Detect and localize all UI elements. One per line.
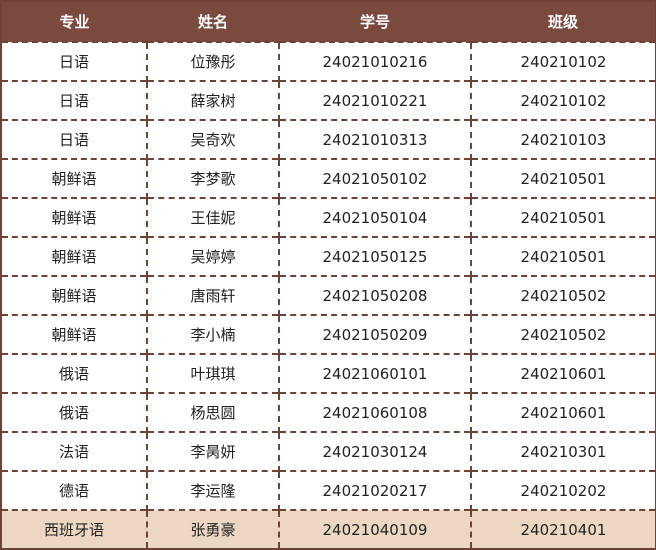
cell-name: 张勇豪 <box>146 509 279 549</box>
table-row: 朝鲜语 王佳妮 24021050104 240210501 <box>1 197 656 237</box>
cell-name: 杨思圆 <box>146 392 279 432</box>
table-row: 日语 吴奇欢 24021010313 240210103 <box>1 119 656 159</box>
cell-class: 240210501 <box>470 158 656 198</box>
cell-class: 240210601 <box>470 353 656 393</box>
cell-class: 240210601 <box>470 392 656 432</box>
cell-name: 王佳妮 <box>146 197 279 237</box>
cell-name: 位豫彤 <box>146 41 279 81</box>
cell-major: 朝鲜语 <box>1 275 147 315</box>
cell-student-id: 24021060101 <box>278 353 471 393</box>
table-row: 俄语 杨思圆 24021060108 240210601 <box>1 392 656 432</box>
cell-name: 李小楠 <box>146 314 279 354</box>
cell-major: 朝鲜语 <box>1 314 147 354</box>
cell-student-id: 24021040109 <box>278 509 471 549</box>
cell-name: 李运隆 <box>146 470 279 510</box>
cell-class: 240210102 <box>470 41 656 81</box>
cell-major: 朝鲜语 <box>1 158 147 198</box>
cell-class: 240210501 <box>470 236 656 276</box>
table-row: 德语 李运隆 24021020217 240210202 <box>1 470 656 510</box>
cell-class: 240210502 <box>470 275 656 315</box>
cell-name: 李梦歌 <box>146 158 279 198</box>
cell-name: 叶琪琪 <box>146 353 279 393</box>
cell-class: 240210202 <box>470 470 656 510</box>
table-row: 俄语 叶琪琪 24021060101 240210601 <box>1 353 656 393</box>
cell-student-id: 24021050209 <box>278 314 471 354</box>
cell-major: 俄语 <box>1 353 147 393</box>
table-row: 朝鲜语 李梦歌 24021050102 240210501 <box>1 158 656 198</box>
cell-major: 俄语 <box>1 392 147 432</box>
cell-student-id: 24021060108 <box>278 392 471 432</box>
cell-class: 240210502 <box>470 314 656 354</box>
cell-student-id: 24021050208 <box>278 275 471 315</box>
cell-class: 240210103 <box>470 119 656 159</box>
cell-student-id: 24021010216 <box>278 41 471 81</box>
cell-student-id: 24021010313 <box>278 119 471 159</box>
header-student-id: 学号 <box>279 1 471 42</box>
cell-major: 日语 <box>1 119 147 159</box>
cell-class: 240210102 <box>470 80 656 120</box>
table-row: 朝鲜语 李小楠 24021050209 240210502 <box>1 314 656 354</box>
cell-class: 240210401 <box>470 509 656 549</box>
header-row: 专业 姓名 学号 班级 <box>1 1 656 42</box>
table-row: 朝鲜语 吴婷婷 24021050125 240210501 <box>1 236 656 276</box>
cell-name: 唐雨轩 <box>146 275 279 315</box>
cell-student-id: 24021010221 <box>278 80 471 120</box>
cell-class: 240210501 <box>470 197 656 237</box>
cell-major: 法语 <box>1 431 147 471</box>
cell-student-id: 24021020217 <box>278 470 471 510</box>
header-class: 班级 <box>471 1 656 42</box>
header-major: 专业 <box>1 1 147 42</box>
table-row: 法语 李昺妍 24021030124 240210301 <box>1 431 656 471</box>
cell-name: 李昺妍 <box>146 431 279 471</box>
cell-name: 吴婷婷 <box>146 236 279 276</box>
header-name: 姓名 <box>147 1 279 42</box>
table-row: 日语 薛家树 24021010221 240210102 <box>1 80 656 120</box>
cell-major: 日语 <box>1 41 147 81</box>
table-row: 日语 位豫彤 24021010216 240210102 <box>1 41 656 81</box>
cell-major: 朝鲜语 <box>1 236 147 276</box>
table-row: 西班牙语 张勇豪 24021040109 240210401 <box>1 509 656 549</box>
cell-student-id: 24021030124 <box>278 431 471 471</box>
cell-name: 薛家树 <box>146 80 279 120</box>
cell-major: 日语 <box>1 80 147 120</box>
cell-name: 吴奇欢 <box>146 119 279 159</box>
cell-student-id: 24021050125 <box>278 236 471 276</box>
table-row: 朝鲜语 唐雨轩 24021050208 240210502 <box>1 275 656 315</box>
cell-major: 西班牙语 <box>1 509 147 549</box>
cell-student-id: 24021050104 <box>278 197 471 237</box>
cell-major: 德语 <box>1 470 147 510</box>
cell-student-id: 24021050102 <box>278 158 471 198</box>
cell-class: 240210301 <box>470 431 656 471</box>
cell-major: 朝鲜语 <box>1 197 147 237</box>
